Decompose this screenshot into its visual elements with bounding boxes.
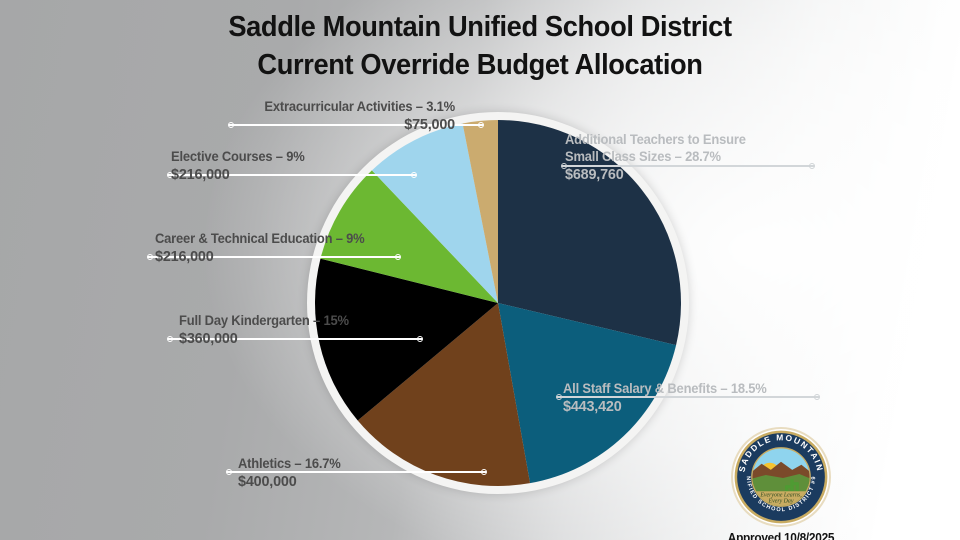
leader-dot-inner xyxy=(478,122,484,128)
slice-label-name-line1: Additional Teachers to Ensure xyxy=(565,132,746,147)
pie-chart xyxy=(307,112,689,494)
slice-label-amount: $360,000 xyxy=(179,330,238,347)
pie-slice-extracurricular-activities[interactable] xyxy=(462,120,498,303)
slice-label-amount: $400,000 xyxy=(238,473,297,490)
pie-slice-staff-salary-benefits[interactable] xyxy=(498,303,677,484)
leader-line-career-technical-education xyxy=(147,254,401,260)
leader-dot-outer xyxy=(228,122,234,128)
leader-line-extracurricular-activities xyxy=(228,122,484,128)
leader-dot-inner xyxy=(561,163,567,169)
title-line-2: Current Override Budget Allocation xyxy=(257,49,703,81)
district-logo-block: SADDLE MOUNTAIN UNIFIED SCHOOL DISTRICT … xyxy=(714,426,848,540)
slice-label-additional-teachers: Additional Teachers to Ensure Small Clas… xyxy=(565,131,753,184)
slice-label-amount: $216,000 xyxy=(171,166,230,183)
leader-dot-outer xyxy=(809,163,815,169)
pie-slice-athletics[interactable] xyxy=(357,303,531,487)
pie-slices xyxy=(315,120,682,487)
leader-line-elective-courses xyxy=(167,172,417,178)
slice-label-amount: $75,000 xyxy=(404,116,455,133)
slice-label-amount: $689,760 xyxy=(565,166,624,183)
leader-dot-inner xyxy=(411,172,417,178)
slice-label-staff-salary-benefits: All Staff Salary & Benefits – 18.5% $443… xyxy=(563,380,775,416)
leader-dot-inner xyxy=(417,336,423,342)
slice-label-name: All Staff Salary & Benefits – 18.5% xyxy=(563,381,767,396)
slice-label-name-line2: Small Class Sizes – 28.7% xyxy=(565,149,721,164)
slice-label-name: Elective Courses – 9% xyxy=(171,149,305,164)
slice-label-name: Career & Technical Education – 9% xyxy=(155,231,365,246)
slice-label-extracurricular-activities: Extracurricular Activities – 3.1% $75,00… xyxy=(186,98,455,134)
leader-dot-inner xyxy=(556,394,562,400)
approved-date-text: Approved 10/8/2025 xyxy=(727,531,835,540)
pie-slice-elective-courses[interactable] xyxy=(371,123,498,304)
pie-slice-additional-teachers[interactable] xyxy=(498,120,682,346)
slice-label-full-day-kindergarten: Full Day Kindergarten – 15% $360,000 xyxy=(179,312,356,348)
leader-line-athletics xyxy=(226,469,487,475)
leader-line-full-day-kindergarten xyxy=(167,336,423,342)
leader-dot-outer xyxy=(226,469,232,475)
seal-motto-line-2: Every Day xyxy=(768,499,794,505)
leader-line-staff-salary-benefits xyxy=(556,394,820,400)
page-title: Saddle Mountain Unified School District … xyxy=(0,8,960,84)
leader-dot-outer xyxy=(814,394,820,400)
slice-label-athletics: Athletics – 16.7% $400,000 xyxy=(238,455,345,491)
leader-line-additional-teachers xyxy=(561,163,815,169)
district-seal-icon: SADDLE MOUNTAIN UNIFIED SCHOOL DISTRICT … xyxy=(730,426,831,527)
slice-label-name: Extracurricular Activities – 3.1% xyxy=(264,99,455,114)
slice-label-elective-courses: Elective Courses – 9% $216,000 xyxy=(171,148,310,184)
pie-slice-career-technical-education[interactable] xyxy=(320,170,498,303)
leader-dot-inner xyxy=(481,469,487,475)
seal-motto-line-1: Everyone Learns, xyxy=(759,492,802,498)
slice-label-amount: $216,000 xyxy=(155,248,214,265)
slice-label-name: Full Day Kindergarten – 15% xyxy=(179,313,349,328)
slice-label-amount: $443,420 xyxy=(563,398,622,415)
slice-label-name: Athletics – 16.7% xyxy=(238,456,341,471)
leader-dot-outer xyxy=(167,172,173,178)
leader-dot-inner xyxy=(395,254,401,260)
leader-dot-outer xyxy=(167,336,173,342)
title-line-1: Saddle Mountain Unified School District xyxy=(228,11,732,43)
slice-label-career-technical-education: Career & Technical Education – 9% $216,0… xyxy=(155,230,373,266)
leader-dot-outer xyxy=(147,254,153,260)
